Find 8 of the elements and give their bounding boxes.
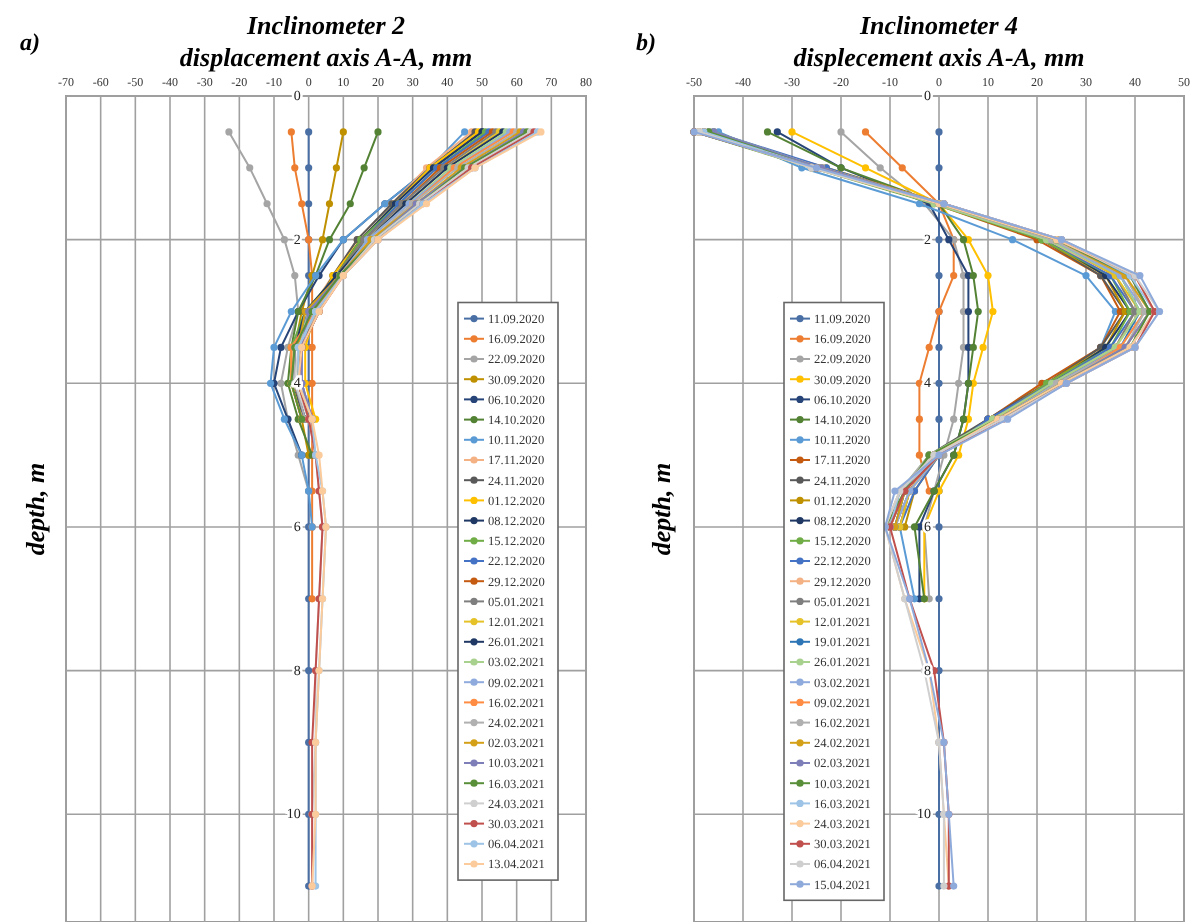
y-axis-title: depth, m xyxy=(20,462,50,556)
y-axis-title: depth, m xyxy=(646,462,676,556)
chart-title: Inclinometer 4 xyxy=(857,10,1020,40)
text: a) xyxy=(20,28,40,56)
text: b) xyxy=(636,28,656,56)
chart-title: Inclinometer 2 xyxy=(244,10,407,40)
chart-subtitle: displacement axis A-A, mm xyxy=(179,42,473,72)
chart-subtitle: displecement axis A-A, mm xyxy=(793,42,1085,72)
